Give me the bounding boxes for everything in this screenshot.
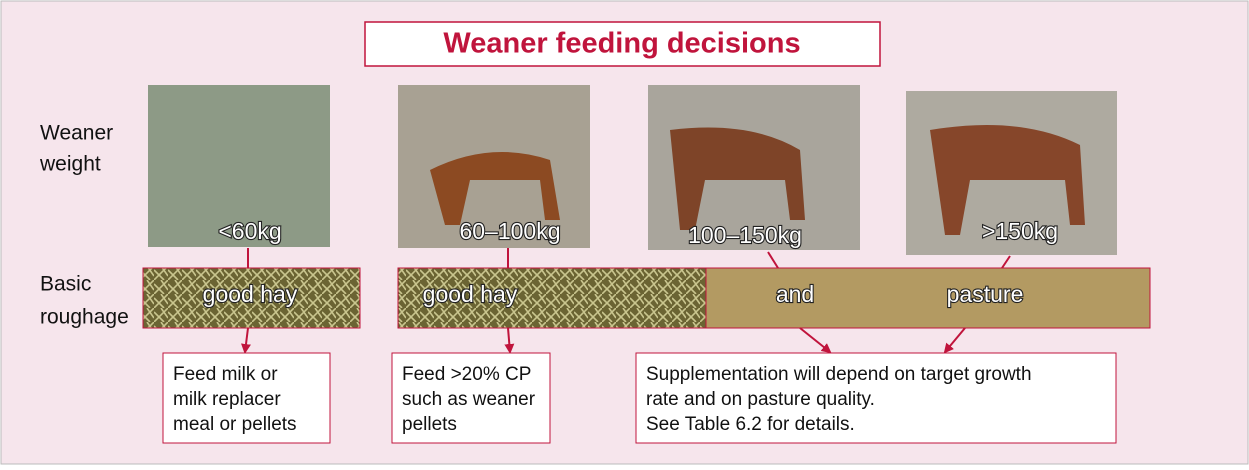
box-text: meal or pellets <box>173 414 297 435</box>
title: Weaner feeding decisions <box>443 28 800 60</box>
box-text: Feed >20% CP <box>402 364 531 385</box>
box-text: Supplementation will depend on target gr… <box>646 364 1032 385</box>
row-label: weight <box>39 153 101 176</box>
roughage-label: pasture <box>947 281 1024 307</box>
calf <box>430 152 560 225</box>
roughage-label: good hay <box>203 281 298 307</box>
box <box>391 352 551 444</box>
weight-label: 100–150kg <box>688 222 802 248</box>
box-text: pellets <box>402 414 457 435</box>
box-text: such as weaner <box>402 389 536 410</box>
hay-strip <box>397 267 707 329</box>
row-label: Basic <box>40 273 91 296</box>
pasture-strip <box>705 267 1151 329</box>
photo <box>148 85 330 247</box>
calf <box>670 127 805 230</box>
hay-strip <box>142 267 361 329</box>
roughage-label: and <box>776 281 814 307</box>
box <box>635 352 1117 444</box>
weight-label: <60kg <box>218 218 281 244</box>
title-box <box>364 21 881 67</box>
row-label: roughage <box>40 306 129 329</box>
box-text: See Table 6.2 for details. <box>646 414 855 435</box>
row-label: Weaner <box>40 122 113 145</box>
weight-label: >150kg <box>982 218 1058 244</box>
connectors <box>241 248 1011 354</box>
box-text: milk replacer <box>173 389 281 410</box>
calf <box>930 125 1085 235</box>
box-text: rate and on pasture quality. <box>646 389 875 410</box>
roughage-label: good hay <box>423 281 518 307</box>
weight-label: 60–100kg <box>459 218 560 244</box>
box <box>162 352 331 444</box>
box-text: Feed milk or <box>173 364 278 385</box>
